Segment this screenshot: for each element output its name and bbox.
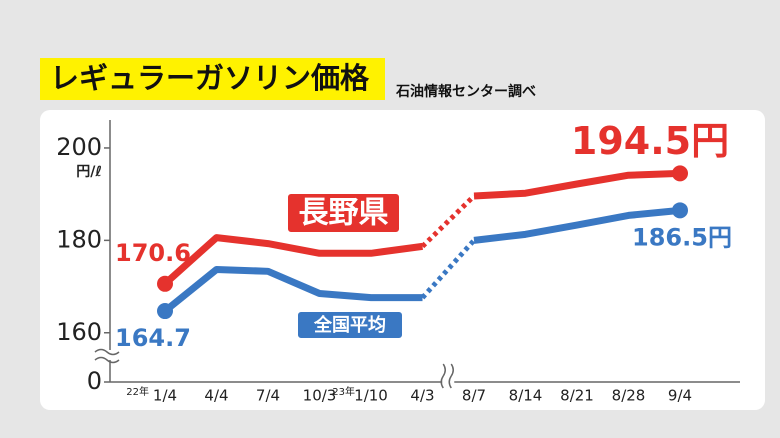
x-tick-label: 1/10	[354, 387, 388, 405]
axis-break	[94, 348, 120, 364]
x-tick-label: 4/4	[204, 387, 228, 405]
x-tick-label: 4/3	[410, 387, 434, 405]
x-tick-label: 9/4	[668, 387, 692, 405]
value-label: 164.7	[115, 324, 191, 352]
value-label: 186.5円	[632, 223, 732, 251]
x-tick-label: 8/21	[560, 387, 594, 405]
series-line	[162, 234, 423, 287]
title-box	[40, 58, 385, 100]
y-unit: 円/ℓ	[76, 164, 102, 180]
end-point	[672, 202, 688, 219]
end-point	[672, 165, 688, 182]
legend-box	[296, 310, 404, 340]
source: 石油情報センター調べ	[395, 83, 536, 100]
x-tick-label: 8/28	[612, 387, 646, 405]
x-break	[440, 363, 454, 389]
x-tick-label: 8/14	[509, 387, 543, 405]
end-point	[157, 303, 173, 320]
year-label: 23年	[332, 385, 355, 398]
axis-break-gap	[95, 350, 120, 360]
value-label: 170.6	[115, 239, 191, 267]
x-tick-label: 7/4	[256, 387, 280, 405]
year-label: 22年	[126, 385, 149, 398]
break-connector	[420, 238, 476, 300]
y-tick-label: 0	[87, 367, 102, 395]
x-tick-label: 8/7	[462, 387, 486, 405]
y-tick-label: 160	[56, 318, 102, 346]
x-tick-label: 1/4	[153, 387, 177, 405]
x-tick-label: 10/3	[303, 387, 337, 405]
legend-box	[286, 192, 401, 234]
legend-label: 全国平均	[313, 314, 386, 336]
y-tick-label: 200	[56, 133, 102, 161]
title: レギュラーガソリン価格	[50, 61, 370, 95]
series-line	[473, 169, 681, 200]
series-line	[162, 265, 423, 314]
y-tick-label: 180	[56, 225, 102, 253]
series-line	[473, 206, 681, 244]
legend-label: 長野県	[299, 196, 389, 231]
end-point	[157, 275, 173, 292]
value-label: 194.5円	[571, 119, 729, 163]
